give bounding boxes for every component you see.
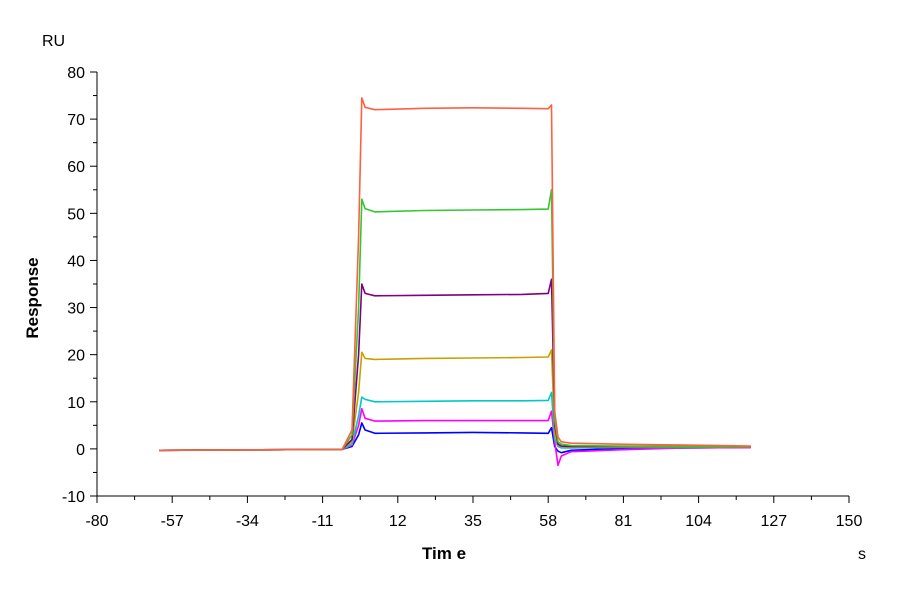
y-unit-label: RU bbox=[42, 33, 65, 50]
x-tick-label: -11 bbox=[312, 513, 334, 530]
y-axis-ticks: -10 0 10 20 30 40 50 60 70 80 bbox=[62, 65, 97, 506]
x-tick-label: 35 bbox=[464, 513, 482, 530]
x-tick-label: 58 bbox=[539, 513, 557, 530]
series-line-7 bbox=[159, 97, 751, 452]
x-tick-label: 127 bbox=[760, 513, 787, 530]
series-line-1 bbox=[159, 422, 751, 454]
y-axis-title: Response bbox=[23, 257, 42, 338]
y-tick-label: 60 bbox=[67, 159, 85, 176]
y-tick-label: 10 bbox=[67, 395, 85, 412]
x-unit-label: s bbox=[858, 546, 866, 563]
y-tick-label: 50 bbox=[67, 206, 85, 223]
y-tick-label: 30 bbox=[67, 301, 85, 318]
y-tick-label: 40 bbox=[67, 253, 85, 270]
x-tick-label: 12 bbox=[389, 513, 407, 530]
x-tick-label: -34 bbox=[236, 513, 259, 530]
x-axis-ticks: -80 -57 -34 -11 12 35 58 81 104 127 150 bbox=[85, 496, 862, 530]
x-axis-title: Tim e bbox=[422, 544, 466, 563]
series-line-4 bbox=[159, 349, 751, 452]
x-tick-label: 104 bbox=[685, 513, 712, 530]
x-tick-label: 150 bbox=[836, 513, 863, 530]
series-line-6 bbox=[159, 189, 751, 452]
y-tick-label: 20 bbox=[67, 348, 85, 365]
series-line-5 bbox=[159, 278, 751, 452]
y-tick-label: -10 bbox=[62, 489, 85, 506]
series-group bbox=[159, 97, 751, 467]
series-line-2 bbox=[159, 407, 751, 467]
y-tick-label: 80 bbox=[67, 65, 85, 82]
y-tick-label: 70 bbox=[67, 112, 85, 129]
x-tick-label: -80 bbox=[85, 513, 108, 530]
x-tick-label: 81 bbox=[615, 513, 633, 530]
x-tick-label: -57 bbox=[161, 513, 184, 530]
y-tick-label: 0 bbox=[76, 442, 85, 459]
